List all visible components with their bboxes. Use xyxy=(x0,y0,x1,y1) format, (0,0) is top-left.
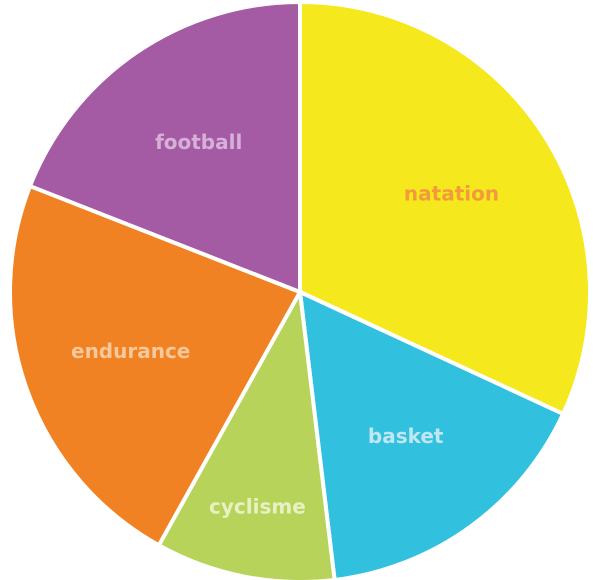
pie-slice-natation xyxy=(298,0,592,416)
pie-slice-cyclisme xyxy=(156,290,337,580)
pie-label-cyclisme: cyclisme xyxy=(209,495,306,519)
pie-slices xyxy=(8,0,592,580)
pie-label-football: football xyxy=(155,130,242,154)
pie-label-endurance: endurance xyxy=(71,339,190,363)
pie-slice-football xyxy=(28,0,302,294)
pie-slice-endurance xyxy=(8,184,302,548)
pie-slice-basket xyxy=(298,290,566,580)
pie-label-basket: basket xyxy=(368,424,444,448)
pie-labels: natation basket cyclisme endurance football xyxy=(71,130,499,519)
pie-label-natation: natation xyxy=(404,182,499,206)
